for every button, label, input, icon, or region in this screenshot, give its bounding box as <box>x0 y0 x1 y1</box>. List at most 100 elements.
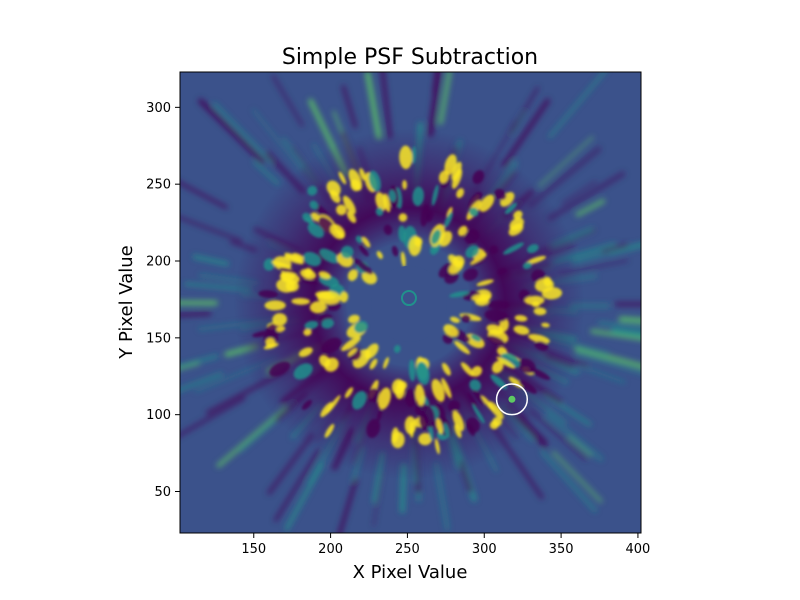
speckle <box>318 271 331 279</box>
speckle <box>321 337 342 354</box>
x-tick-label: 400 <box>626 542 651 557</box>
speckle <box>309 200 319 210</box>
speckle <box>528 334 550 344</box>
speckle <box>368 170 381 192</box>
speckle <box>348 314 360 324</box>
speckle <box>307 185 318 196</box>
speckle <box>525 255 546 265</box>
speckle <box>487 300 510 310</box>
speckle <box>263 258 275 271</box>
streak <box>540 449 598 513</box>
streak <box>575 198 606 217</box>
speckle <box>402 180 407 190</box>
x-tick-label: 300 <box>472 542 497 557</box>
speckle <box>444 270 459 284</box>
speckle <box>494 188 507 201</box>
speckle <box>533 307 547 316</box>
x-tick-label: 250 <box>395 542 420 557</box>
streak <box>192 254 230 266</box>
speckle <box>415 384 425 406</box>
speckle <box>466 417 480 433</box>
streak <box>575 351 641 375</box>
speckle <box>541 287 563 300</box>
speckle <box>302 279 317 285</box>
streak <box>372 472 384 527</box>
streak <box>551 450 604 504</box>
speckle <box>355 235 363 244</box>
speckle <box>441 362 451 376</box>
speckle <box>309 301 327 314</box>
speckle <box>350 179 361 192</box>
speckle <box>359 168 366 181</box>
speckle <box>252 330 273 338</box>
speckle <box>399 145 413 170</box>
speckle <box>443 324 459 337</box>
streak <box>337 478 358 533</box>
speckle <box>471 403 485 424</box>
speckle <box>393 345 401 353</box>
speckle <box>418 432 433 446</box>
speckle <box>383 224 393 235</box>
speckle <box>376 408 383 422</box>
y-tick-label: 100 <box>146 408 171 423</box>
streak <box>545 413 604 462</box>
speckle <box>517 358 536 374</box>
speckle <box>461 314 471 323</box>
speckle <box>476 279 494 287</box>
speckle <box>481 395 495 412</box>
speckle <box>509 217 524 231</box>
streak <box>573 345 641 369</box>
speckle <box>431 378 445 402</box>
streak <box>212 102 273 165</box>
speckle <box>342 195 356 215</box>
streak <box>618 316 641 324</box>
speckle <box>330 224 346 240</box>
speckle <box>488 401 504 420</box>
speckle <box>447 400 461 412</box>
planet-marker-circle <box>495 383 529 416</box>
speckle <box>414 237 423 247</box>
speckle <box>513 210 523 220</box>
speckle <box>346 211 357 223</box>
speckle <box>420 204 430 227</box>
speckle <box>265 337 276 348</box>
speckle <box>534 341 549 351</box>
speckle <box>302 212 313 223</box>
x-tick-label: 150 <box>241 542 266 557</box>
speckle <box>367 388 380 403</box>
speckle <box>298 347 313 357</box>
streak <box>548 72 607 139</box>
speckle <box>514 314 528 322</box>
streak <box>547 171 626 221</box>
x-tick-label: 200 <box>318 542 343 557</box>
y-tick-label: 50 <box>154 485 171 500</box>
speckle <box>317 290 341 305</box>
speckle <box>487 335 506 346</box>
streak <box>180 354 219 369</box>
speckle <box>527 244 539 254</box>
speckle <box>451 161 462 182</box>
speckle <box>465 333 485 349</box>
y-tick-label: 200 <box>146 255 171 270</box>
speckle <box>503 242 524 255</box>
speckle <box>541 322 550 328</box>
speckle <box>269 361 291 377</box>
streak <box>610 327 641 338</box>
streak <box>364 72 382 140</box>
streak <box>180 216 243 243</box>
speckle <box>518 380 537 394</box>
speckle <box>405 389 417 408</box>
streak <box>252 109 303 172</box>
speckle <box>468 191 483 211</box>
speckle <box>310 212 321 222</box>
speckle <box>376 251 383 259</box>
speckle <box>338 171 347 185</box>
speckle <box>490 374 508 390</box>
speckle <box>492 416 503 427</box>
speckle <box>484 309 508 322</box>
speckle <box>321 318 335 329</box>
speckle <box>307 223 324 238</box>
plot-area <box>180 72 641 533</box>
streak <box>341 84 358 129</box>
